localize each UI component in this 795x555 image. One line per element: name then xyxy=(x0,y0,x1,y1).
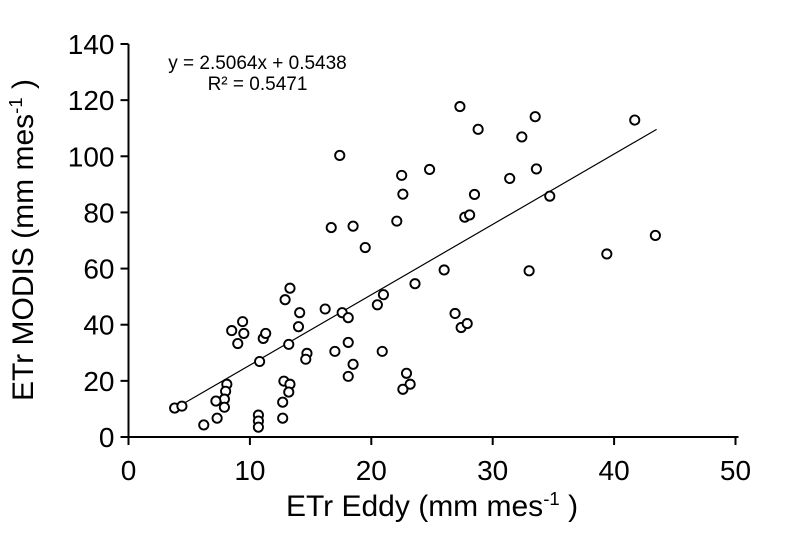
x-tick-label: 20 xyxy=(356,455,387,486)
data-point xyxy=(464,209,476,221)
data-point xyxy=(176,400,188,412)
data-point xyxy=(218,401,230,413)
y-tick-label: 140 xyxy=(68,29,115,60)
data-point xyxy=(472,123,484,135)
data-point xyxy=(504,172,516,185)
data-point xyxy=(449,307,461,320)
data-point xyxy=(260,327,272,339)
data-point xyxy=(292,321,305,333)
data-point xyxy=(544,190,556,202)
r-squared-value: R² = 0.5471 xyxy=(207,74,308,95)
data-point xyxy=(342,312,354,324)
data-point xyxy=(232,337,244,350)
data-point xyxy=(530,163,542,175)
data-point xyxy=(454,101,466,113)
data-point xyxy=(529,111,541,123)
data-point xyxy=(254,355,266,368)
data-point xyxy=(371,299,383,311)
x-tick-label: 30 xyxy=(477,455,508,486)
regression-equation: y = 2.5064x + 0.5438 xyxy=(168,53,347,74)
data-point xyxy=(400,367,413,379)
data-point xyxy=(300,353,312,365)
x-axis-title: ETr Eddy (mm mes-1 ) xyxy=(132,488,732,524)
data-point xyxy=(211,412,223,424)
data-point xyxy=(283,338,295,350)
data-point xyxy=(468,188,481,201)
y-tick-label: 60 xyxy=(83,254,114,285)
y-tick-label: 40 xyxy=(83,310,114,341)
data-point xyxy=(329,345,341,357)
y-axis-title-suffix: ) xyxy=(7,78,40,98)
x-tick-label: 50 xyxy=(720,455,751,486)
data-point xyxy=(279,294,291,306)
data-point xyxy=(210,395,222,407)
data-point xyxy=(277,396,289,408)
regression-annotation: y = 2.5064x + 0.5438 R² = 0.5471 xyxy=(150,53,365,95)
y-tick-label: 0 xyxy=(99,422,115,453)
data-point xyxy=(391,215,403,227)
data-point xyxy=(294,307,306,319)
y-axis-title-superscript: -1 xyxy=(5,97,26,114)
data-point xyxy=(283,386,295,398)
data-point xyxy=(516,131,528,143)
y-axis-title: ETr MODIS (mm mes-1 ) xyxy=(5,40,43,440)
x-axis-title-suffix: ) xyxy=(559,490,579,523)
y-tick-label: 20 xyxy=(83,366,114,397)
data-point xyxy=(342,336,354,348)
x-axis-title-text: ETr Eddy (mm mes xyxy=(285,490,544,523)
data-point xyxy=(601,248,613,260)
data-point xyxy=(342,370,354,382)
x-tick-label: 10 xyxy=(234,455,265,486)
data-point xyxy=(396,169,408,181)
trendline xyxy=(175,128,657,409)
data-point xyxy=(377,289,389,301)
data-point xyxy=(409,278,421,290)
data-point xyxy=(629,114,641,126)
data-point xyxy=(359,241,371,254)
y-tick-label: 100 xyxy=(68,141,115,172)
data-point xyxy=(226,325,238,337)
data-point xyxy=(347,220,359,232)
data-point xyxy=(198,419,210,431)
x-tick-label: 0 xyxy=(121,455,137,486)
y-tick-label: 80 xyxy=(83,197,114,228)
x-axis-title-superscript: -1 xyxy=(543,488,560,509)
data-point xyxy=(284,282,296,294)
data-point xyxy=(397,188,409,200)
data-point xyxy=(277,412,289,424)
data-point xyxy=(649,229,661,241)
data-point xyxy=(404,378,416,390)
data-point xyxy=(325,222,337,234)
data-point xyxy=(237,316,249,328)
data-point xyxy=(319,303,331,315)
x-tick-label: 40 xyxy=(599,455,630,486)
data-point xyxy=(397,383,409,395)
data-point xyxy=(523,265,535,277)
data-point xyxy=(461,318,473,330)
data-point xyxy=(238,327,250,339)
data-point xyxy=(438,264,450,276)
data-point xyxy=(424,163,436,176)
data-point xyxy=(252,421,264,433)
y-tick-label: 120 xyxy=(68,85,115,116)
data-point xyxy=(347,358,359,370)
data-point xyxy=(334,149,346,161)
data-point xyxy=(376,345,388,357)
y-axis-title-text: ETr MODIS (mm mes xyxy=(7,113,40,402)
